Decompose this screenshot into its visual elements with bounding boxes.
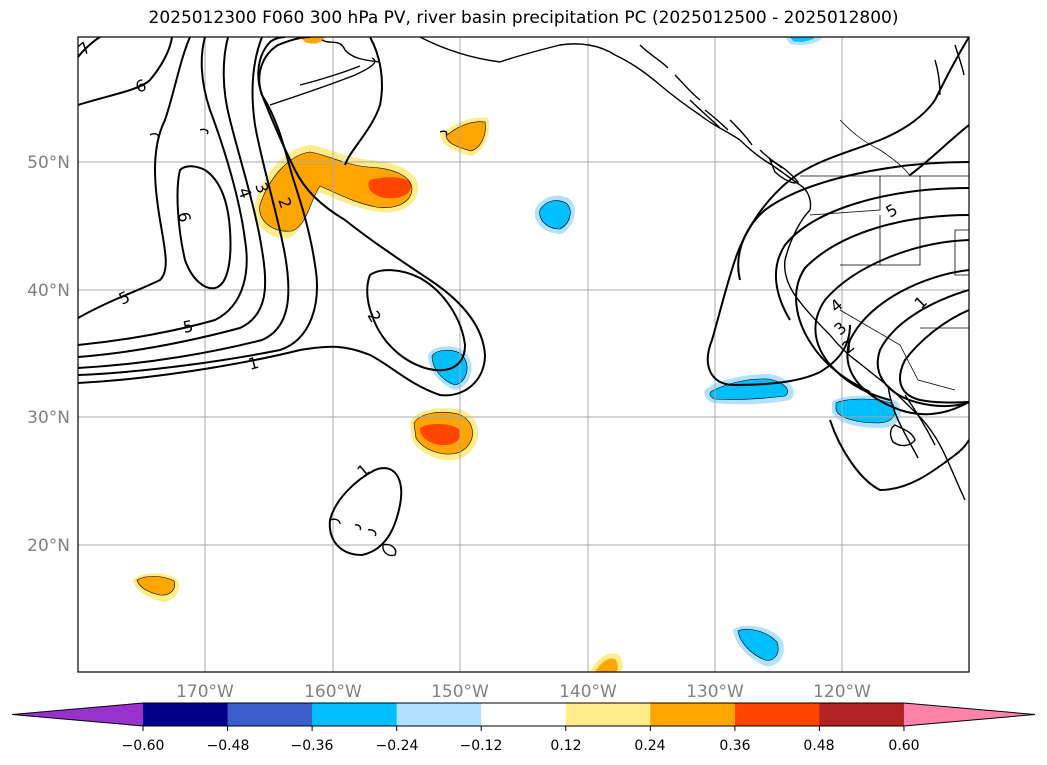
lon-label: 170°W xyxy=(176,682,234,702)
colorbar-segment xyxy=(650,703,736,726)
colorbar-ticks: −0.60 −0.48 −0.36 −0.24 −0.12 0.12 0.24 … xyxy=(122,738,920,754)
colorbar-segment xyxy=(312,703,398,726)
colorbar-tick-label: 0.12 xyxy=(550,738,581,754)
colorbar-tick-label: −0.36 xyxy=(291,738,334,754)
lon-label: 140°W xyxy=(559,682,617,702)
coastlines xyxy=(149,37,966,557)
borders xyxy=(800,119,969,391)
colorbar-extend-min xyxy=(12,703,143,726)
lon-label: 120°W xyxy=(813,682,871,702)
lat-label: 50°N xyxy=(27,153,70,173)
colorbar xyxy=(11,702,1036,731)
lon-labels: 170°W 160°W 150°W 140°W 130°W 120°W xyxy=(176,682,871,702)
colorbar-segment xyxy=(481,703,567,726)
colorbar-extend-max xyxy=(903,703,1035,726)
lon-label: 150°W xyxy=(431,682,489,702)
colorbar-tick-label: 0.48 xyxy=(803,738,834,754)
colorbar-tick-label: 0.60 xyxy=(888,738,919,754)
precip-negative-area xyxy=(539,200,571,229)
map-area xyxy=(78,37,969,672)
colorbar-tick-label: 0.36 xyxy=(719,738,750,754)
colorbar-segment xyxy=(565,703,651,726)
colorbar-segment xyxy=(734,703,820,726)
colorbar-segment xyxy=(227,703,313,726)
precip-positive-area xyxy=(137,576,175,596)
precip-positive-area xyxy=(595,658,618,672)
precip-negative-area xyxy=(432,350,468,385)
precip-outlines xyxy=(136,121,896,661)
colorbar-segment xyxy=(143,703,228,726)
colorbar-segment xyxy=(396,703,482,726)
lat-label: 20°N xyxy=(27,536,70,556)
colorbar-segment xyxy=(819,703,905,726)
pv-contours xyxy=(78,37,969,557)
lon-label: 160°W xyxy=(304,682,362,702)
colorbar-tick-label: 0.24 xyxy=(634,738,665,754)
precip-strong-positive xyxy=(420,424,461,446)
lat-labels: 50°N 40°N 30°N 20°N xyxy=(27,153,70,556)
contour-label: 6 xyxy=(174,210,194,223)
precip-positive-area xyxy=(300,37,325,44)
precip-strong-positive xyxy=(368,177,412,199)
precip-negative-area xyxy=(790,37,815,42)
contour-label: 1 xyxy=(246,353,261,374)
map-border xyxy=(77,36,970,673)
map-title: 2025012300 F060 300 hPa PV, river basin … xyxy=(148,8,899,28)
colorbar-tick-label: −0.24 xyxy=(376,738,419,754)
contour-label: 5 xyxy=(181,316,194,336)
precip-shading xyxy=(133,37,901,672)
colorbar-tick-label: −0.48 xyxy=(207,738,250,754)
lat-label: 40°N xyxy=(27,281,70,301)
lon-label: 130°W xyxy=(686,682,744,702)
colorbar-tick-label: −0.60 xyxy=(122,738,165,754)
lat-label: 30°N xyxy=(27,408,70,428)
colorbar-tick-label: −0.12 xyxy=(460,738,503,754)
precip-positive-area xyxy=(259,152,412,232)
precip-negative-area xyxy=(738,629,779,661)
